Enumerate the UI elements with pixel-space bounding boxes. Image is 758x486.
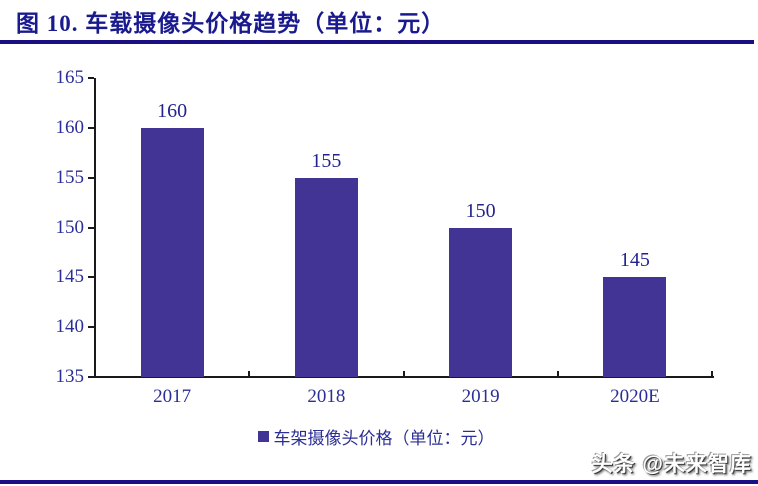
x-axis-tick	[248, 371, 251, 377]
bar-2020E	[603, 277, 667, 377]
bottom-rule	[0, 480, 758, 484]
y-axis-tick	[88, 326, 94, 329]
y-axis-tick	[88, 226, 94, 229]
y-axis-tick-label: 155	[55, 166, 85, 188]
bar-value-label: 155	[311, 149, 342, 172]
y-axis-tick	[88, 376, 94, 378]
bar-value-label: 160	[157, 99, 188, 122]
x-axis-tick-label: 2018	[307, 386, 346, 407]
title-rule	[0, 40, 754, 44]
bar-value-label: 145	[619, 249, 650, 272]
watermark: 头条 @未来智库	[591, 453, 752, 476]
legend-label: 车架摄像头价格（单位：元）	[273, 428, 495, 448]
y-axis-tick-label: 140	[55, 316, 85, 338]
bar-value-label: 150	[465, 199, 496, 222]
x-axis-tick	[402, 371, 405, 377]
x-axis-line	[94, 376, 714, 378]
y-axis-tick	[88, 77, 94, 79]
x-axis-tick-label: 2019	[461, 386, 500, 407]
y-axis-line	[94, 78, 96, 378]
x-axis-tick	[556, 371, 559, 377]
legend: 车架摄像头价格（单位：元）	[40, 424, 712, 448]
y-axis-tick-label: 150	[55, 216, 85, 238]
x-axis-tick-label: 2017	[153, 386, 192, 407]
legend-swatch-icon	[257, 430, 269, 442]
y-axis-tick	[88, 126, 94, 129]
y-axis-tick-label: 165	[55, 67, 85, 88]
y-axis-tick	[88, 176, 94, 179]
x-axis-tick-label: 2020E	[610, 386, 660, 407]
x-axis-tick	[711, 371, 713, 377]
figure-title: 图 10. 车载摄像头价格趋势（单位：元）	[16, 11, 446, 36]
bar-2017	[140, 127, 204, 377]
y-axis-tick	[88, 276, 94, 279]
bar-chart: 165 160 155 150 145 140 135 160 155 150 145 2017 2…	[0, 50, 758, 450]
y-axis-tick-label: 135	[55, 366, 85, 387]
bar-2019	[449, 227, 513, 377]
bar-2018	[294, 177, 358, 377]
y-axis-tick-label: 145	[55, 266, 85, 288]
y-axis-tick-label: 160	[55, 116, 85, 138]
